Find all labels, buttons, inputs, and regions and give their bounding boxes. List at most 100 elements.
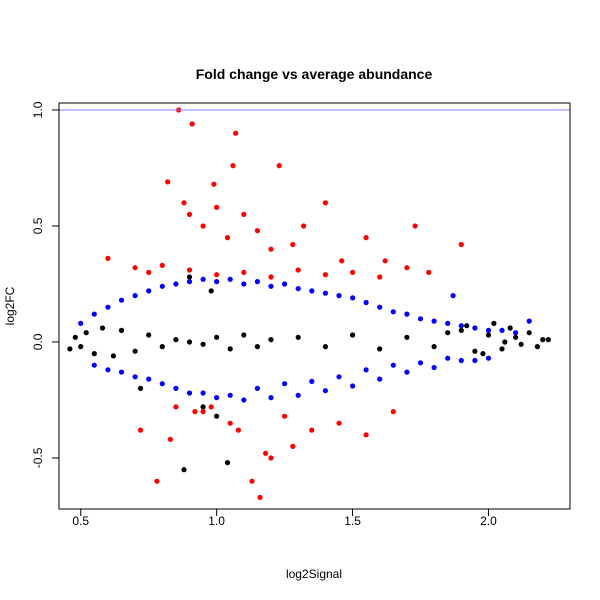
data-point <box>268 395 274 401</box>
data-point <box>309 288 315 294</box>
data-point <box>159 344 165 350</box>
data-point <box>208 404 214 410</box>
data-point <box>301 223 307 229</box>
data-point <box>540 337 546 343</box>
data-point <box>132 374 138 380</box>
data-point <box>173 385 179 391</box>
data-point <box>230 163 236 169</box>
data-point <box>480 351 486 357</box>
y-axis: -0.5 0.0 0.5 1.0 <box>31 101 60 468</box>
data-point <box>214 413 220 419</box>
data-point <box>254 228 260 234</box>
data-point <box>167 436 173 442</box>
data-point <box>146 269 152 275</box>
data-point <box>417 316 424 322</box>
data-point <box>382 258 388 264</box>
data-point <box>105 304 111 310</box>
data-point <box>458 327 464 333</box>
data-point <box>431 364 437 371</box>
data-point <box>377 346 383 352</box>
data-point <box>263 450 269 456</box>
data-point <box>526 318 532 324</box>
data-point <box>472 357 478 364</box>
data-point <box>173 281 179 287</box>
data-point <box>173 404 179 410</box>
data-point <box>282 281 288 287</box>
data-point <box>322 272 328 278</box>
data-point <box>165 179 171 185</box>
data-point <box>99 325 106 331</box>
data-point <box>78 344 84 350</box>
data-point <box>268 337 274 343</box>
x-axis-label: log2Signal <box>286 567 342 581</box>
data-point <box>268 246 274 252</box>
data-point <box>211 181 217 187</box>
data-point <box>417 360 424 366</box>
data-point <box>67 346 73 352</box>
y-axis-label: log2FC <box>3 286 17 325</box>
data-point <box>502 339 508 345</box>
data-point <box>390 309 396 315</box>
data-point <box>458 241 464 248</box>
data-point <box>105 255 111 261</box>
data-point <box>186 274 193 280</box>
data-point <box>290 443 296 449</box>
data-point <box>118 369 125 375</box>
plot-frame <box>58 102 571 510</box>
data-point <box>472 325 478 331</box>
data-point <box>224 235 231 241</box>
data-point <box>146 376 152 382</box>
data-point <box>404 265 410 271</box>
y-tick-label: 0.0 <box>31 333 45 350</box>
data-point <box>336 374 342 380</box>
data-point <box>227 392 233 398</box>
data-point <box>181 467 187 473</box>
data-point <box>132 265 138 271</box>
data-point <box>233 130 239 136</box>
data-point <box>350 332 356 338</box>
data-point <box>132 348 138 354</box>
data-point <box>241 269 247 275</box>
data-point <box>322 344 328 350</box>
data-point <box>200 276 206 282</box>
data-point <box>350 269 356 275</box>
data-point <box>110 353 116 359</box>
data-point <box>159 381 165 387</box>
data-point <box>290 241 296 248</box>
data-point <box>336 293 342 299</box>
data-point <box>268 283 274 289</box>
data-point <box>208 288 214 294</box>
data-point <box>431 344 437 350</box>
data-point <box>450 293 456 299</box>
data-point <box>214 334 220 340</box>
y-tick-label: 1.0 <box>31 101 45 118</box>
data-point <box>295 267 301 273</box>
data-point <box>159 262 165 268</box>
data-point <box>159 283 165 289</box>
y-tick-label: 0.5 <box>31 217 45 234</box>
data-point <box>339 258 345 264</box>
data-point <box>377 376 383 382</box>
data-point <box>445 355 451 361</box>
data-point <box>458 323 464 329</box>
data-point <box>146 332 152 338</box>
data-point <box>146 288 152 294</box>
data-point <box>499 346 505 352</box>
data-point <box>254 385 260 391</box>
data-point <box>295 392 301 398</box>
data-point <box>200 390 206 396</box>
data-point <box>513 330 519 336</box>
data-point <box>268 274 274 280</box>
data-point <box>309 378 315 384</box>
data-point <box>295 334 301 340</box>
data-point <box>132 293 138 299</box>
data-point <box>200 409 206 415</box>
data-points <box>67 107 551 500</box>
data-point <box>241 397 247 403</box>
data-point <box>227 276 233 282</box>
data-point <box>485 355 492 361</box>
data-point <box>268 455 274 461</box>
data-point <box>254 279 260 285</box>
data-point <box>485 327 492 333</box>
data-point <box>227 420 233 426</box>
